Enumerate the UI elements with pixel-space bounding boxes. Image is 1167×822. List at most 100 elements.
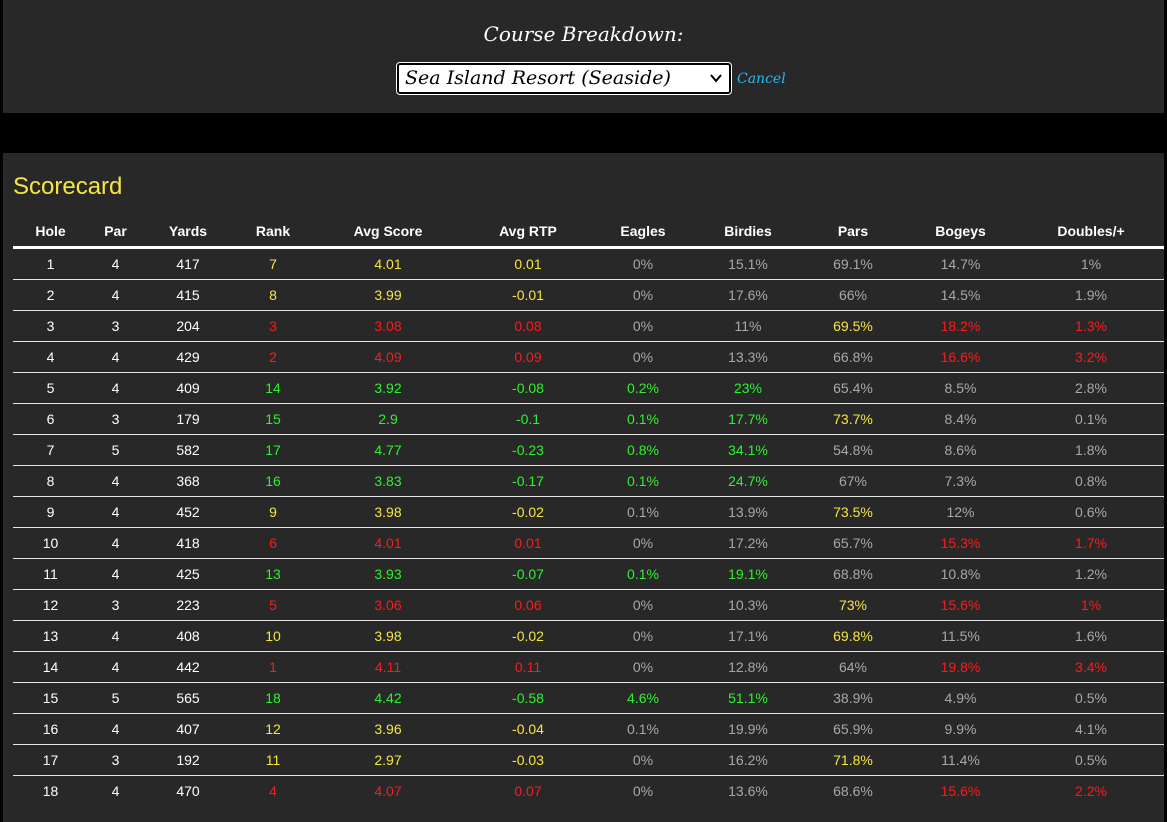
cell-bogeys: 4.9% (903, 682, 1018, 714)
cell-birdies: 12.8% (693, 651, 803, 683)
cell-eagles: 0.2% (593, 372, 693, 404)
cell-rank: 1 (233, 651, 313, 683)
table-row: 15 5 565 18 4.42 -0.58 4.6% 51.1% 38.9% 4.9% 0.5% (13, 682, 1164, 714)
cell-hole: 6 (13, 403, 88, 435)
cell-rank: 10 (233, 620, 313, 652)
cell-pars: 66% (803, 279, 903, 311)
cell-bogeys: 7.3% (903, 465, 1018, 497)
cell-pars: 69.1% (803, 247, 903, 280)
cell-doubles: 2.8% (1018, 372, 1164, 404)
cell-avg-score: 4.77 (313, 434, 463, 466)
cell-eagles: 0% (593, 310, 693, 342)
cell-hole: 2 (13, 279, 88, 311)
cell-yards: 565 (143, 682, 233, 714)
cell-avg-rtp: -0.58 (463, 682, 593, 714)
cell-eagles: 0% (593, 589, 693, 621)
cell-birdies: 13.6% (728, 783, 768, 799)
cell-rank: 12 (233, 713, 313, 745)
col-header-hole: Hole (13, 216, 88, 249)
cell-avg-rtp: 0.09 (463, 341, 593, 373)
cell-par: 4 (88, 558, 143, 590)
cell-yards: 418 (143, 527, 233, 559)
cell-doubles: 1.7% (1018, 527, 1164, 559)
cell-avg-rtp: 0.11 (463, 651, 593, 683)
cell-hole: 12 (13, 589, 88, 621)
cell-pars: 73.5% (803, 496, 903, 528)
course-breakdown-title: Course Breakdown: (483, 22, 684, 46)
scorecard-panel: Scorecard Hole Par Yards Rank Avg Score … (3, 153, 1164, 822)
cell-avg-score: 4.01 (313, 527, 463, 559)
cell-eagles: 0% (593, 279, 693, 311)
cell-avg-score: 3.06 (313, 589, 463, 621)
cell-eagles: 0.8% (593, 434, 693, 466)
table-row: 4 4 429 2 4.09 0.09 0% 13.3% 66.8% 16.6% 3.2% (13, 341, 1164, 373)
cell-doubles: 1.3% (1018, 310, 1164, 342)
col-header-rank: Rank (233, 216, 313, 249)
cell-doubles: 1.6% (1018, 620, 1164, 652)
cell-doubles: 3.4% (1018, 651, 1164, 683)
cell-rank: 17 (233, 434, 313, 466)
cell-avg-rtp: 0.06 (463, 589, 593, 621)
cell-avg-rtp: -0.07 (463, 558, 593, 590)
cell-avg-score: 4.07 (374, 783, 402, 799)
cell-par: 4 (88, 372, 143, 404)
col-header-pars: Pars (803, 216, 903, 249)
cell-rank: 8 (233, 279, 313, 311)
col-header-avg-rtp: Avg RTP (463, 216, 593, 249)
table-row: 1 4 417 7 4.01 0.01 0% 15.1% 69.1% 14.7% 1% (13, 247, 1164, 280)
cell-yards: 452 (143, 496, 233, 528)
cell-yards: 582 (143, 434, 233, 466)
cell-avg-score: 3.08 (313, 310, 463, 342)
cell-bogeys: 9.9% (903, 713, 1018, 745)
cell-pars: 73.7% (803, 403, 903, 435)
cell-hole: 10 (13, 527, 88, 559)
cell-par: 3 (88, 589, 143, 621)
cell-rank: 15 (233, 403, 313, 435)
table-row: 11 4 425 13 3.93 -0.07 0.1% 19.1% 68.8% 10.8% 1.2% (13, 558, 1164, 590)
cell-hole: 18 (42, 783, 59, 799)
cell-hole: 16 (13, 713, 88, 745)
cell-yards: 425 (143, 558, 233, 590)
cell-doubles: 3.2% (1018, 341, 1164, 373)
col-header-birdies: Birdies (693, 216, 803, 249)
scorecard-title: Scorecard (13, 173, 123, 200)
col-header-par: Par (88, 216, 143, 249)
col-header-doubles: Doubles/+ (1018, 216, 1164, 249)
cell-doubles: 1% (1018, 247, 1164, 280)
cell-hole: 15 (13, 682, 88, 714)
cell-birdies: 23% (693, 372, 803, 404)
cell-pars: 71.8% (803, 744, 903, 776)
course-select[interactable]: Sea Island Resort (Seaside) (396, 62, 732, 95)
cell-avg-rtp: -0.23 (463, 434, 593, 466)
cell-avg-rtp: -0.02 (463, 496, 593, 528)
cell-bogeys: 8.5% (903, 372, 1018, 404)
chevron-down-icon (710, 74, 722, 83)
cell-pars: 64% (803, 651, 903, 683)
cell-hole: 9 (13, 496, 88, 528)
cell-rank: 6 (233, 527, 313, 559)
cell-doubles: 2.2% (1075, 783, 1107, 799)
cancel-link[interactable]: Cancel (737, 71, 786, 87)
cell-eagles: 0.1% (593, 496, 693, 528)
cell-par: 4 (88, 713, 143, 745)
cell-eagles: 0.1% (593, 713, 693, 745)
cell-pars: 65.4% (803, 372, 903, 404)
cell-avg-rtp: -0.1 (463, 403, 593, 435)
table-row: 9 4 452 9 3.98 -0.02 0.1% 13.9% 73.5% 12% 0.6% (13, 496, 1164, 528)
cell-eagles: 0% (593, 247, 693, 280)
cell-pars: 66.8% (803, 341, 903, 373)
cell-doubles: 4.1% (1018, 713, 1164, 745)
cell-avg-score: 2.9 (313, 403, 463, 435)
cell-par: 5 (88, 434, 143, 466)
cell-birdies: 10.3% (693, 589, 803, 621)
cell-eagles: 0% (632, 783, 654, 799)
cell-eagles: 0% (593, 651, 693, 683)
cell-hole: 11 (13, 558, 88, 590)
cell-avg-score: 3.83 (313, 465, 463, 497)
cell-avg-score: 3.98 (313, 496, 463, 528)
cell-avg-score: 3.98 (313, 620, 463, 652)
table-row: 2 4 415 8 3.99 -0.01 0% 17.6% 66% 14.5% 1.9% (13, 279, 1164, 311)
cell-pars: 69.8% (803, 620, 903, 652)
cell-par: 4 (88, 527, 143, 559)
cell-pars: 65.7% (803, 527, 903, 559)
